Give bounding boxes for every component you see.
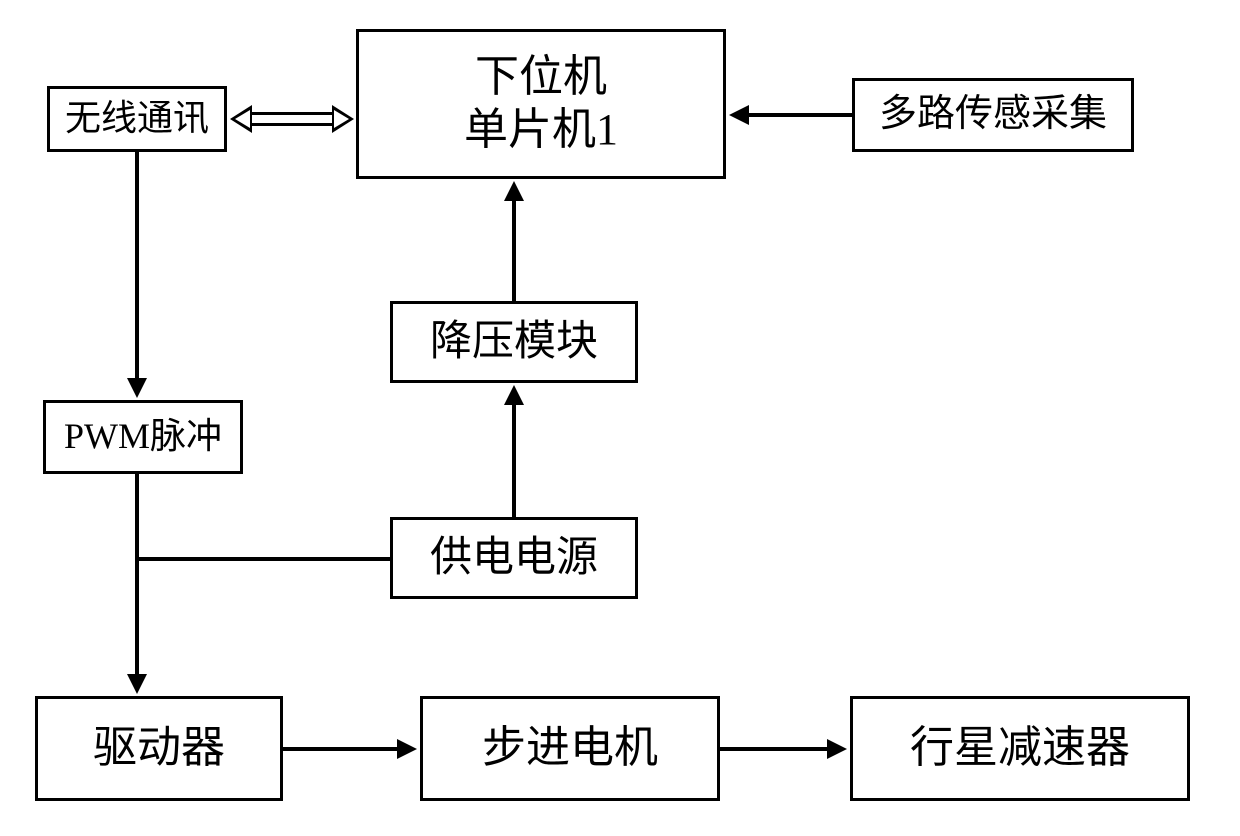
node-buck: 降压模块: [390, 301, 638, 383]
node-label: 供电电源: [430, 533, 598, 583]
node-planetary: 行星减速器: [850, 696, 1190, 801]
node-label: 驱动器: [93, 722, 225, 775]
node-mcu: 下位机 单片机1: [356, 29, 726, 179]
node-label: 行星减速器: [910, 722, 1130, 775]
node-label: PWM脉冲: [64, 415, 222, 458]
node-driver: 驱动器: [35, 696, 283, 801]
node-label: 无线通讯: [65, 97, 209, 140]
node-label: 降压模块: [430, 317, 598, 367]
node-stepper: 步进电机: [420, 696, 720, 801]
node-label: 下位机 单片机1: [464, 51, 618, 157]
node-pwm: PWM脉冲: [43, 400, 243, 474]
node-power: 供电电源: [390, 517, 638, 599]
node-label: 步进电机: [482, 722, 658, 775]
node-label: 多路传感采集: [879, 92, 1107, 138]
node-wireless: 无线通讯: [47, 86, 227, 152]
node-sensor: 多路传感采集: [852, 78, 1134, 152]
